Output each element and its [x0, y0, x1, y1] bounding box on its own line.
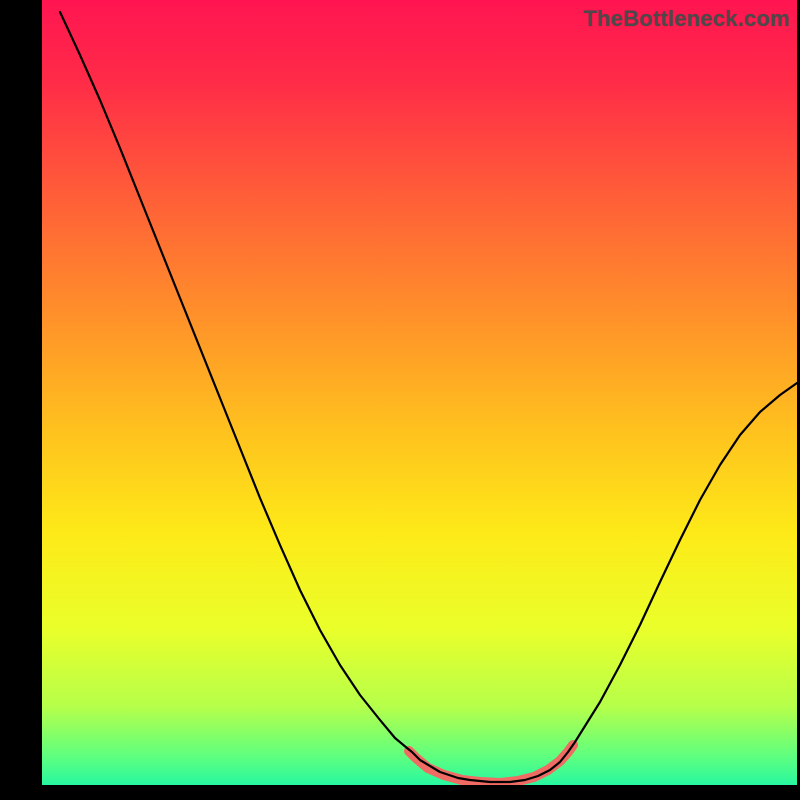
frame-border-left	[0, 0, 42, 800]
watermark-text: TheBottleneck.com	[584, 6, 790, 32]
curve-layer	[0, 0, 800, 800]
bottleneck-curve	[60, 12, 797, 782]
chart-frame: TheBottleneck.com	[0, 0, 800, 800]
bottleneck-flat-segment	[409, 745, 573, 783]
frame-border-bottom	[0, 785, 800, 800]
plot-area: TheBottleneck.com	[0, 0, 800, 800]
